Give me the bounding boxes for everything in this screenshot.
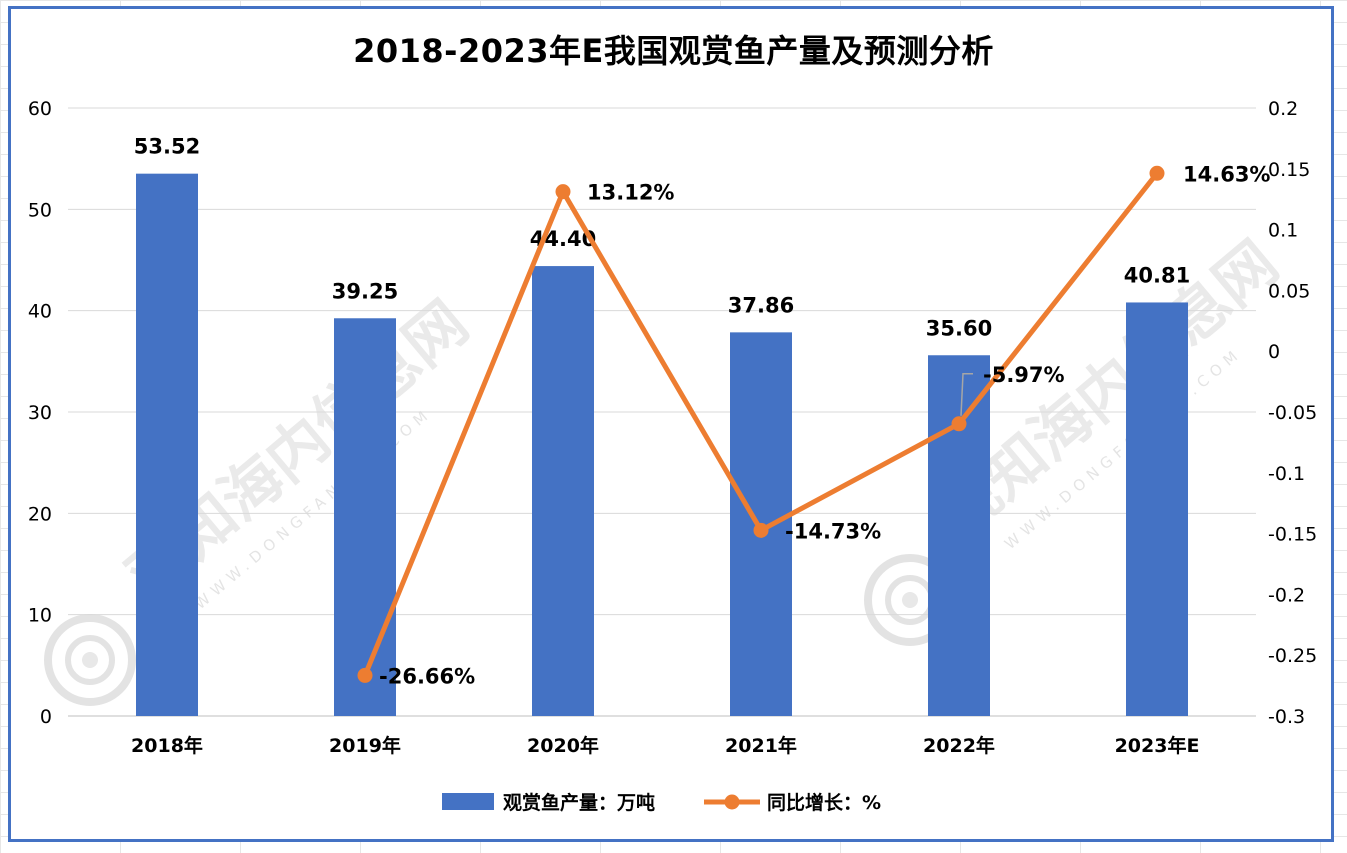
- watermark-group: 观知海内信息网 WWW.DONGFANGQB.COM 观知海内信息网 WWW.D…: [44, 228, 1291, 706]
- growth-point: [951, 416, 967, 432]
- left-tick-label: 40: [28, 301, 52, 323]
- growth-point: [753, 522, 769, 538]
- chart-frame[interactable]: [8, 6, 1334, 842]
- x-tick-label: 2021年: [725, 734, 797, 757]
- legend-line-label: 同比增长：%: [767, 791, 881, 814]
- x-tick-label: 2023年E: [1115, 734, 1200, 757]
- x-tick-label: 2022年: [923, 734, 995, 757]
- bar-value-label: 37.86: [728, 293, 794, 317]
- left-tick-label: 50: [28, 199, 52, 221]
- growth-value-label: -26.66%: [379, 664, 475, 688]
- growth-point: [357, 667, 373, 683]
- right-tick-label: 0.1: [1268, 220, 1298, 242]
- right-tick-label: -0.1: [1268, 463, 1305, 485]
- x-tick-label: 2018年: [131, 734, 203, 757]
- growth-point: [1149, 165, 1165, 181]
- left-tick-label: 0: [40, 706, 52, 728]
- watermark-logo-left: [44, 614, 136, 706]
- right-tick-label: -0.2: [1268, 584, 1305, 606]
- legend: 观赏鱼产量：万吨 同比增长：%: [442, 791, 881, 814]
- bar: [334, 318, 396, 716]
- growth-value-label: 13.12%: [587, 181, 674, 205]
- legend-line-marker: [724, 794, 740, 810]
- right-tick-label: 0: [1268, 341, 1280, 363]
- bar: [532, 266, 594, 716]
- bar: [928, 355, 990, 716]
- growth-point: [555, 184, 571, 200]
- left-tick-label: 10: [28, 605, 52, 627]
- growth-value-label: -5.97%: [983, 363, 1065, 387]
- growth-value-label: -14.73%: [785, 519, 881, 543]
- right-tick-label: 0.05: [1268, 280, 1310, 302]
- line-series: -26.66% 13.12% -14.73% -5.97% 14.63%: [357, 162, 1270, 688]
- label-leader-line: [960, 373, 973, 416]
- chart-title: 2018-2023年E我国观赏鱼产量及预测分析: [353, 32, 994, 70]
- gridlines: [68, 107, 1256, 717]
- right-tick-label: 0.15: [1268, 159, 1310, 181]
- growth-value-label: 14.63%: [1183, 162, 1270, 186]
- bar: [136, 173, 198, 716]
- right-axis: -0.3 -0.25 -0.2 -0.15 -0.1 -0.05 0 0.05 0.1 0.15 0…: [1268, 98, 1317, 728]
- x-axis: 2018年 2019年 2020年 2021年 2022年 2023年E: [131, 734, 1199, 757]
- legend-bar-label: 观赏鱼产量：万吨: [503, 791, 655, 814]
- left-tick-label: 60: [28, 98, 52, 120]
- bar-value-label: 53.52: [134, 135, 200, 159]
- right-tick-label: -0.3: [1268, 706, 1305, 728]
- right-tick-label: -0.05: [1268, 402, 1317, 424]
- left-tick-label: 20: [28, 503, 52, 525]
- x-tick-label: 2019年: [329, 734, 401, 757]
- left-axis: 0 10 20 30 40 50 60: [28, 98, 52, 728]
- bar-value-label: 39.25: [332, 279, 398, 303]
- right-tick-label: -0.15: [1268, 524, 1317, 546]
- right-tick-label: 0.2: [1268, 98, 1298, 120]
- x-tick-label: 2020年: [527, 734, 599, 757]
- bar-value-label: 40.81: [1124, 263, 1190, 287]
- right-tick-label: -0.25: [1268, 645, 1317, 667]
- legend-bar-swatch: [442, 793, 494, 810]
- left-tick-label: 30: [28, 402, 52, 424]
- bar: [1126, 302, 1188, 716]
- bar-value-label: 35.60: [926, 316, 992, 340]
